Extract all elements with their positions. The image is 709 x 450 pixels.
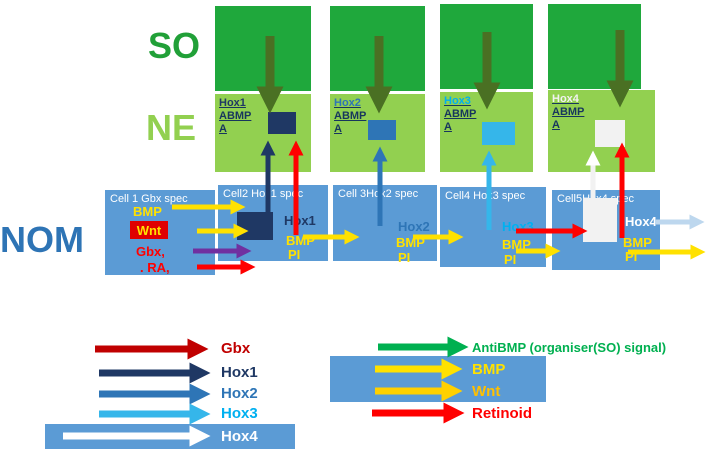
nom-cell-5: Cell5Hox4 spec Hox4 BMP PI: [552, 190, 660, 270]
cell2-bmp-label: BMP: [286, 233, 315, 248]
nom-cell1-title: Cell 1 Gbx spec: [110, 193, 188, 205]
cell5-bmp-label: BMP: [623, 235, 652, 250]
cell4-bmp-label: BMP: [502, 237, 531, 252]
ne3-hox-label: Hox3: [444, 95, 471, 107]
nom-cell-4: Cell4 Hox3 spec Hox3 BMP PI: [440, 187, 546, 267]
legend-hox2-label: Hox2: [221, 385, 258, 402]
so-square-4: [548, 4, 641, 89]
ne-square-3: Hox3 ABMP A: [440, 92, 533, 172]
nom-cell4-title: Cell4 Hox3 spec: [445, 190, 526, 202]
nom-cell-1: Cell 1 Gbx spec BMP Wnt Gbx, . RA,: [105, 190, 215, 275]
nom-region-label: NOM: [0, 219, 84, 260]
so-square-2: [330, 6, 425, 91]
cell5-pi-label: PI: [625, 249, 638, 264]
cell3-bmp-label: BMP: [396, 235, 425, 250]
ne2-a-label: A: [334, 123, 342, 136]
ne4-gene-text: Hox4 ABMP A: [552, 93, 584, 133]
so-square-3: [440, 4, 533, 89]
ne-square-2: Hox2 ABMP A: [330, 94, 425, 172]
legend-hox3-label: Hox3: [221, 405, 258, 422]
legend-antibmp-label: AntiBMP (organiser(SO) signal): [472, 340, 667, 355]
cell2-hox1-rect: [237, 212, 273, 240]
ne3-a-label: A: [444, 121, 452, 134]
nom-cell-3: Cell 3Hox2 spec Hox2 BMP PI: [333, 185, 437, 265]
cell1-ra-label: . RA,: [140, 260, 170, 275]
so-region-label: SO: [148, 25, 201, 66]
so-square-1: [215, 6, 311, 91]
legend-right-backing-rect: [330, 356, 546, 402]
nom-cell3-title: Cell 3Hox2 spec: [338, 188, 419, 200]
nom-cell2-title: Cell2 Hox1 spec: [223, 188, 304, 200]
legend-wnt-label: Wnt: [472, 383, 501, 400]
cell4-pi-label: PI: [504, 252, 517, 267]
cell5-hox-label: Hox4: [625, 214, 657, 229]
ne1-gene-text: Hox1 ABMP A: [219, 97, 251, 137]
hox4-expression-rect: [595, 120, 625, 147]
ne2-hox-label: Hox2: [334, 97, 361, 109]
cell4-hox-label: Hox3: [502, 219, 534, 234]
ne-region-label: NE: [146, 107, 197, 148]
cell2-hox-label: Hox1: [284, 213, 316, 228]
cell3-pi-label: PI: [398, 250, 411, 265]
ne1-a-label: A: [219, 123, 227, 136]
ne1-hox-label: Hox1: [219, 97, 246, 109]
cell5-hox4-rect: [583, 198, 617, 242]
cell1-wnt-box: Wnt: [130, 221, 168, 239]
ne2-gene-text: Hox2 ABMP A: [334, 97, 366, 137]
ne3-gene-text: Hox3 ABMP A: [444, 95, 476, 135]
ne4-hox-label: Hox4: [552, 93, 579, 105]
nom-cell-2: Cell2 Hox1 spec Hox1 BMP PI: [218, 185, 328, 261]
legend-retinoid-label: Retinoid: [472, 405, 532, 422]
cell2-pi-label: PI: [288, 247, 301, 262]
ne4-a-label: A: [552, 119, 560, 132]
legend-gbx-label: Gbx: [221, 340, 251, 357]
ne2-abmp-label: ABMP: [334, 110, 367, 123]
hox1-expression-rect: [268, 112, 296, 134]
ne-square-1: Hox1 ABMP A: [215, 94, 311, 172]
legend-hox4-label: Hox4: [221, 428, 258, 445]
hox3-expression-rect: [482, 122, 515, 145]
legend-hox1-label: Hox1: [221, 364, 258, 381]
cell1-gbx-label: Gbx,: [136, 244, 165, 259]
cell1-bmp-label: BMP: [133, 204, 162, 219]
legend-bmp-label: BMP: [472, 361, 506, 378]
ne3-abmp-label: ABMP: [444, 108, 477, 121]
ne1-abmp-label: ABMP: [219, 110, 252, 123]
ne4-abmp-label: ABMP: [552, 106, 585, 119]
cell3-hox-label: Hox2: [398, 219, 430, 234]
ne-square-4: Hox4 ABMP A: [548, 90, 655, 172]
hox2-expression-rect: [368, 120, 396, 140]
